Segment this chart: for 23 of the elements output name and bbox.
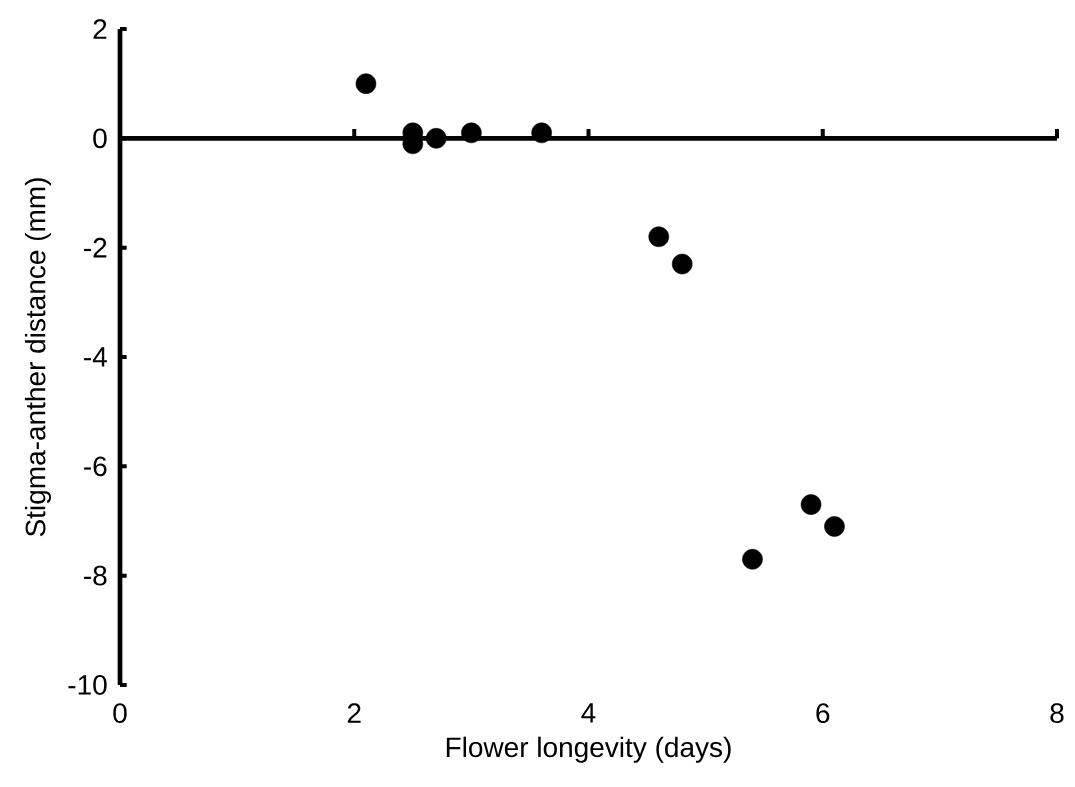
point [648,226,670,247]
x-tick-label: 6 [816,703,830,724]
x-axis-title: Flower longevity (days) [446,736,731,763]
y-tick-label: -10 [68,675,107,695]
x-tick-label: 8 [1050,703,1064,724]
y-tick-label: -8 [84,565,107,586]
y-tick-label: -4 [84,347,107,367]
point [800,494,822,515]
y-tick-label: -6 [84,456,107,477]
x-tick-label: 0 [113,703,127,724]
y-tick-label: 0 [93,128,107,149]
y-tick-label: -2 [84,237,107,258]
point [742,548,763,570]
point [461,122,482,144]
point [531,122,552,144]
point [671,253,693,275]
point [355,73,377,94]
x-tick-label: 2 [347,703,361,723]
y-tick-label: 2 [93,19,107,39]
y-axis-title: Stigma-anther distance (mm) [24,178,52,537]
point [425,128,447,149]
point [824,516,845,537]
x-tick-label: 4 [581,703,596,723]
